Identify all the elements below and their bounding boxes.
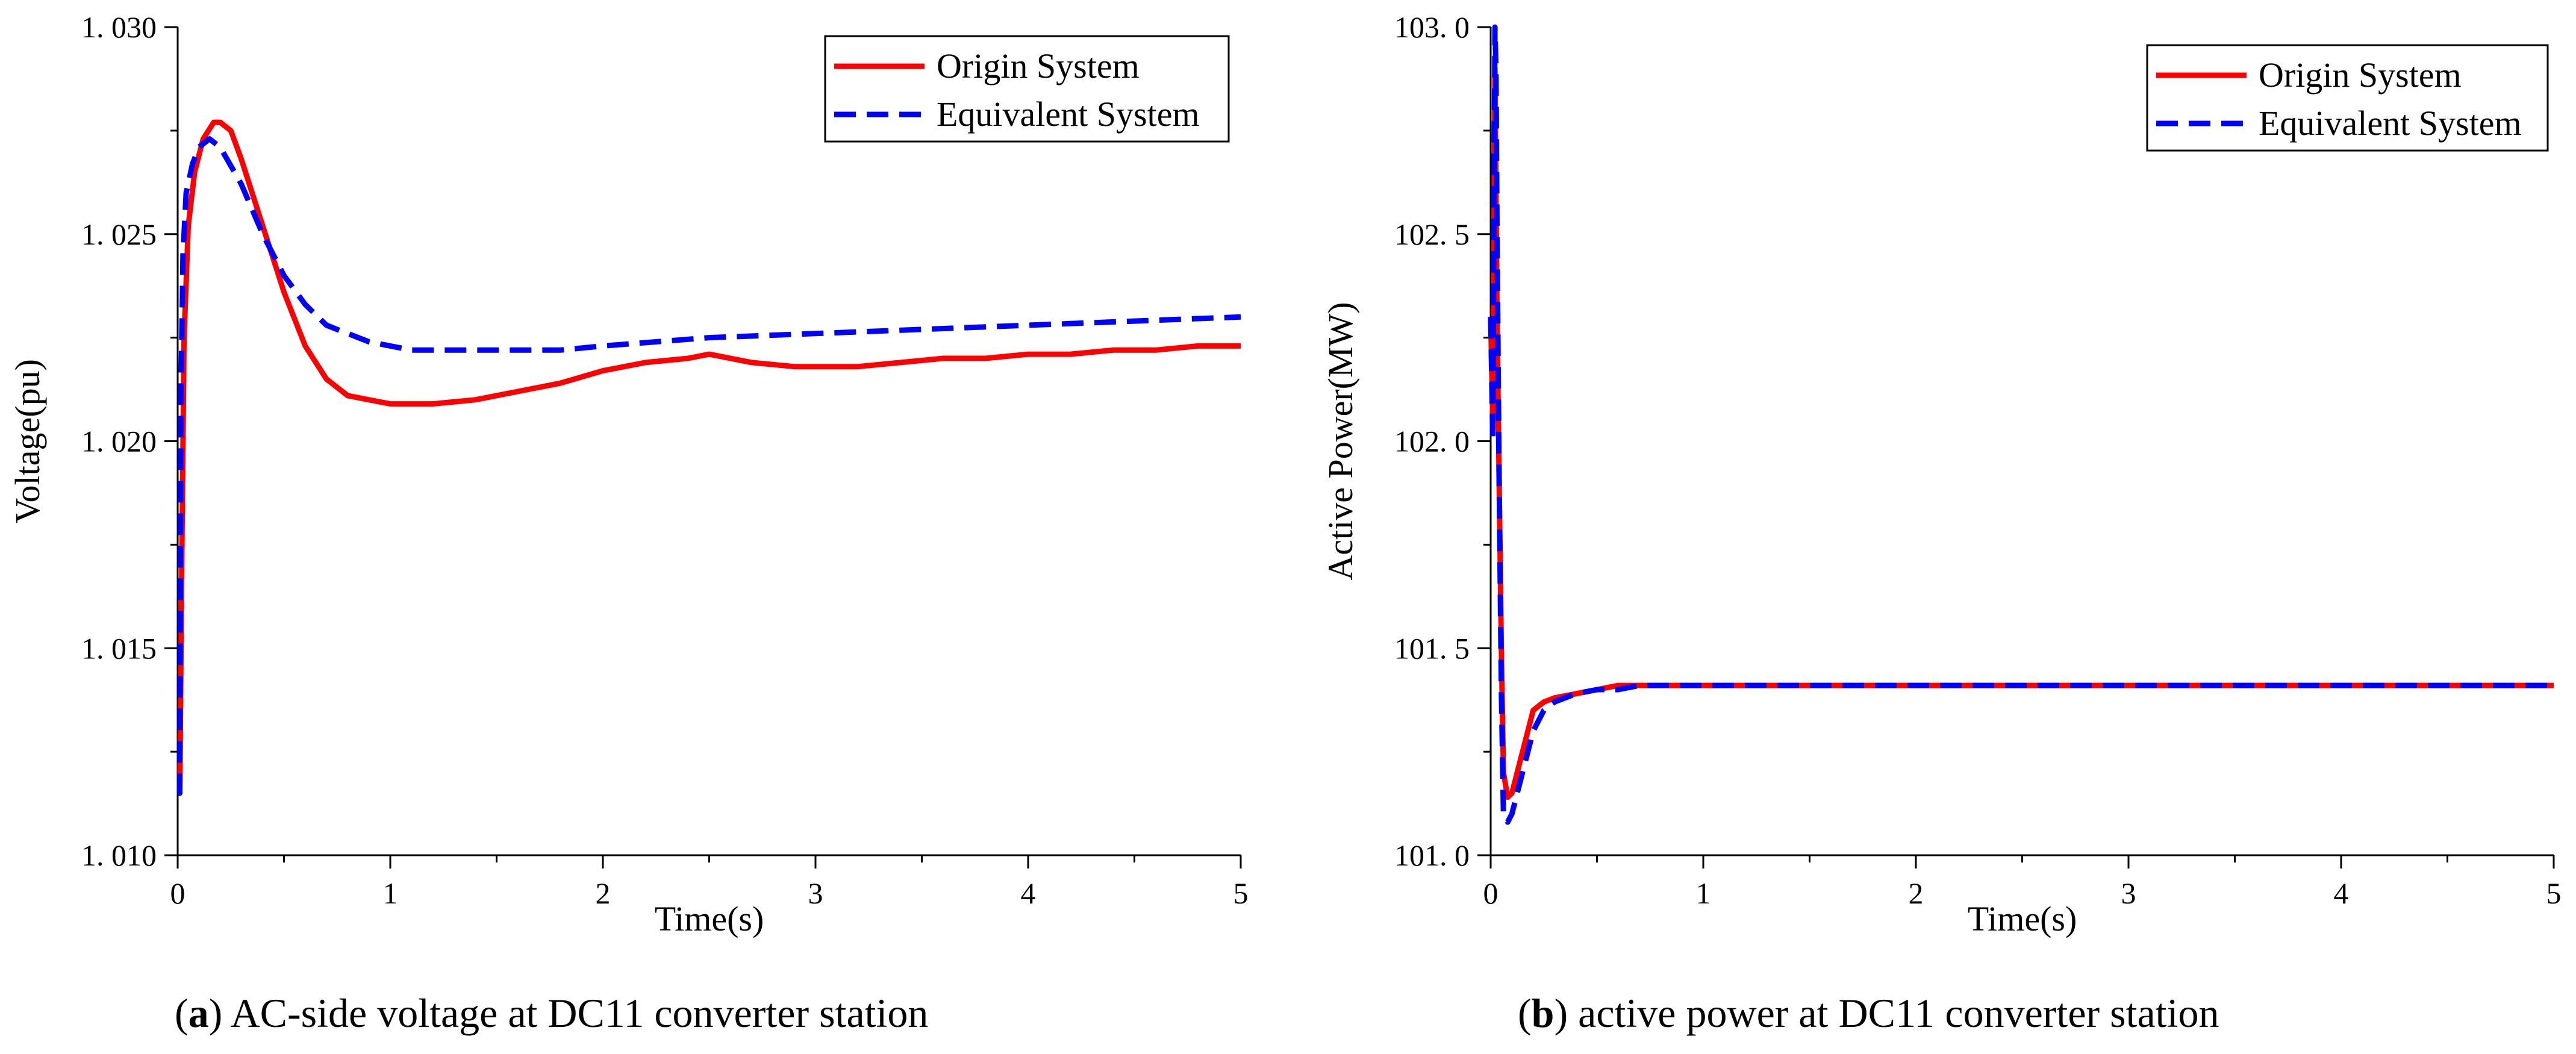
y-axis-label: Active Power(MW) xyxy=(1321,302,1360,580)
series-line-equivalent xyxy=(1488,24,2554,825)
caption-a-text: AC-side voltage at DC11 converter statio… xyxy=(231,990,929,1036)
legend: Origin System Equivalent System xyxy=(2146,44,2549,152)
series-line-equivalent xyxy=(177,136,1241,796)
y-tick-label: 102. 0 xyxy=(1394,425,1470,458)
x-tick-label: 4 xyxy=(2334,876,2349,910)
x-axis-label: Time(s) xyxy=(1968,899,2077,938)
y-tick-label: 1. 010 xyxy=(81,838,157,872)
caption-b: (b) active power at DC11 converter stati… xyxy=(1518,990,2219,1036)
y-tick-label: 101. 0 xyxy=(1394,838,1470,872)
chart-panel-a: 0 1 2 3 4 5 1. 010 1. 015 1. 020 1. 025 1. 030 Time… xyxy=(8,10,1249,938)
x-axis-label: Time(s) xyxy=(655,899,764,938)
axes xyxy=(176,27,1241,856)
x-tick-label: 3 xyxy=(808,876,823,910)
caption-b-text: active power at DC11 converter station xyxy=(1578,990,2219,1036)
y-tick-label: 102. 5 xyxy=(1394,217,1470,251)
y-axis-label: Voltage(pu) xyxy=(8,359,47,523)
legend-label-equivalent: Equivalent System xyxy=(937,95,1200,134)
x-tick-label: 1 xyxy=(383,876,398,910)
caption-a-letter: a xyxy=(189,990,209,1036)
chart-panel-b: 0 1 2 3 4 5 101. 0 101. 5 102. 0 102. 5 103. 0 Time… xyxy=(1321,10,2562,938)
legend: Origin System Equivalent System xyxy=(824,35,1230,143)
x-tick-label: 2 xyxy=(596,876,611,910)
legend-box xyxy=(824,35,1230,143)
x-tick-label: 5 xyxy=(1233,876,1249,910)
x-tick-label: 1 xyxy=(1696,876,1711,910)
legend-label-equivalent: Equivalent System xyxy=(2259,104,2522,143)
y-tick-label: 1. 030 xyxy=(81,10,157,44)
y-tick-label: 1. 025 xyxy=(81,217,157,251)
x-tick-label: 5 xyxy=(2546,876,2562,910)
y-tick-label: 103. 0 xyxy=(1394,10,1470,44)
series-line-origin xyxy=(177,119,1241,796)
x-tick-label: 0 xyxy=(1483,876,1499,910)
caption-a: (a) AC-side voltage at DC11 converter st… xyxy=(175,990,928,1036)
caption-b-letter: b xyxy=(1532,990,1555,1036)
x-tick-label: 2 xyxy=(1909,876,1924,910)
y-tick-label: 1. 020 xyxy=(81,425,157,458)
x-tick-label: 0 xyxy=(170,876,186,910)
x-tick-label: 3 xyxy=(2121,876,2136,910)
legend-label-origin: Origin System xyxy=(937,46,1140,86)
y-tick-label: 1. 015 xyxy=(81,631,157,665)
legend-box xyxy=(2146,44,2549,152)
y-tick-label: 101. 5 xyxy=(1394,631,1470,665)
legend-label-origin: Origin System xyxy=(2259,55,2462,95)
x-tick-label: 4 xyxy=(1021,876,1036,910)
